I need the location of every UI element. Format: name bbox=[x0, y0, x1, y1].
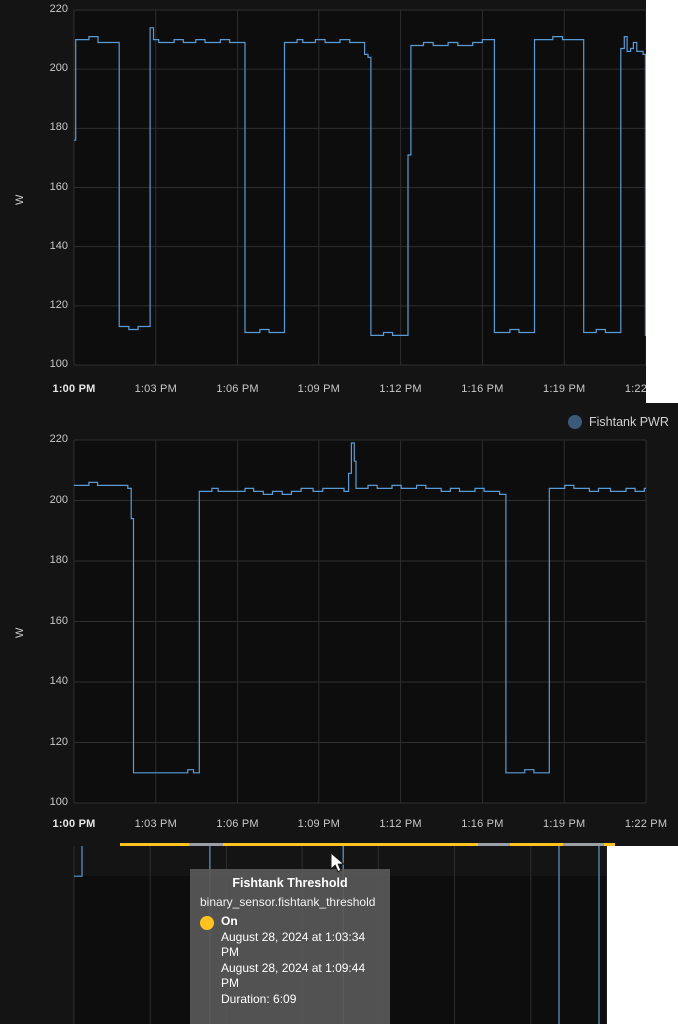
tooltip-duration: Duration: 6:09 bbox=[221, 991, 297, 1006]
x-tick-label: 1:00 PM bbox=[52, 383, 96, 395]
y-axis-title-1: W bbox=[14, 194, 26, 205]
x-tick-label: 1:09 PM bbox=[297, 818, 340, 830]
tooltip-start-time: August 28, 2024 at 1:03:34 PM bbox=[221, 929, 366, 960]
tooltip-entity-id: binary_sensor.fishtank_threshold bbox=[200, 894, 376, 909]
timeline-segment-on[interactable]: On bbox=[604, 843, 615, 846]
power-chart-1[interactable] bbox=[0, 0, 646, 403]
circle-icon bbox=[568, 415, 582, 429]
timeline-segment-on[interactable]: On bbox=[510, 843, 563, 846]
page-background-bottom-right bbox=[607, 846, 678, 1024]
timeline-segment-off[interactable]: Off bbox=[477, 843, 511, 846]
tooltip-state: On bbox=[221, 914, 238, 928]
y-tick-label: 180 bbox=[49, 121, 68, 134]
x-tick-label: 1:22 PM bbox=[624, 383, 646, 395]
timeline-segment-on[interactable]: On bbox=[222, 843, 478, 846]
timeline-segment-off[interactable]: Off bbox=[562, 843, 605, 846]
x-tick-label: 1:12 PM bbox=[379, 818, 422, 830]
y-tick-label: 180 bbox=[49, 554, 68, 566]
x-tick-label: 1:06 PM bbox=[216, 383, 259, 395]
x-tick-label: 1:09 PM bbox=[297, 383, 340, 395]
y-tick-label: 160 bbox=[49, 614, 68, 627]
y-tick-label: 120 bbox=[49, 298, 68, 311]
x-tick-label: 1:16 PM bbox=[461, 818, 504, 830]
circle-icon bbox=[200, 916, 214, 930]
x-tick-label: 1:19 PM bbox=[543, 383, 586, 395]
timeline-segment-on[interactable]: On bbox=[120, 843, 189, 846]
state-timeline: Fishtank Threshold OnOffOnOffOnOffOn bbox=[0, 843, 678, 846]
y-axis-title-2: W bbox=[14, 627, 26, 638]
timeline-track[interactable]: OnOffOnOffOnOffOn bbox=[120, 843, 615, 846]
state-tooltip: Fishtank Threshold binary_sensor.fishtan… bbox=[190, 869, 390, 1024]
x-tick-label: 1:16 PM bbox=[461, 383, 504, 395]
power-chart-2[interactable] bbox=[0, 403, 678, 846]
y-tick-label: 120 bbox=[49, 735, 68, 748]
y-tick-label: 100 bbox=[49, 796, 68, 808]
power-chart-panel-middle: Fishtank PWR 100 120 140 160 180 200 220 W 1:0… bbox=[0, 403, 678, 846]
y-tick-label: 100 bbox=[49, 358, 68, 370]
x-tick-label: 1:12 PM bbox=[379, 383, 422, 395]
legend-fishtank-pwr[interactable]: Fishtank PWR bbox=[568, 415, 669, 429]
x-tick-label: 1:00 PM bbox=[52, 818, 96, 830]
x-tick-label: 1:03 PM bbox=[134, 818, 177, 830]
y-tick-label: 200 bbox=[49, 62, 68, 75]
x-tick-label: 1:19 PM bbox=[543, 818, 586, 830]
page-background-right bbox=[646, 0, 678, 403]
arrow-pointer-icon bbox=[330, 852, 346, 873]
y-tick-label: 200 bbox=[49, 493, 68, 506]
y-tick-label: 220 bbox=[49, 433, 68, 445]
y-tick-label: 220 bbox=[49, 3, 68, 15]
x-tick-label: 1:22 PM bbox=[624, 818, 668, 830]
timeline-segment-off[interactable]: Off bbox=[188, 843, 223, 846]
x-tick-label: 1:03 PM bbox=[134, 383, 177, 395]
x-tick-label: 1:06 PM bbox=[216, 818, 259, 830]
tooltip-title: Fishtank Threshold bbox=[232, 876, 348, 890]
legend-label: Fishtank PWR bbox=[589, 415, 669, 429]
power-chart-panel-top: 100 120 140 160 180 200 220 W 1:00 PM 1:03 PM 1:… bbox=[0, 0, 646, 403]
tooltip-end-time: August 28, 2024 at 1:09:44 PM bbox=[221, 960, 366, 991]
y-tick-label: 160 bbox=[49, 180, 68, 193]
y-tick-label: 140 bbox=[49, 675, 68, 687]
y-tick-label: 140 bbox=[49, 239, 68, 252]
